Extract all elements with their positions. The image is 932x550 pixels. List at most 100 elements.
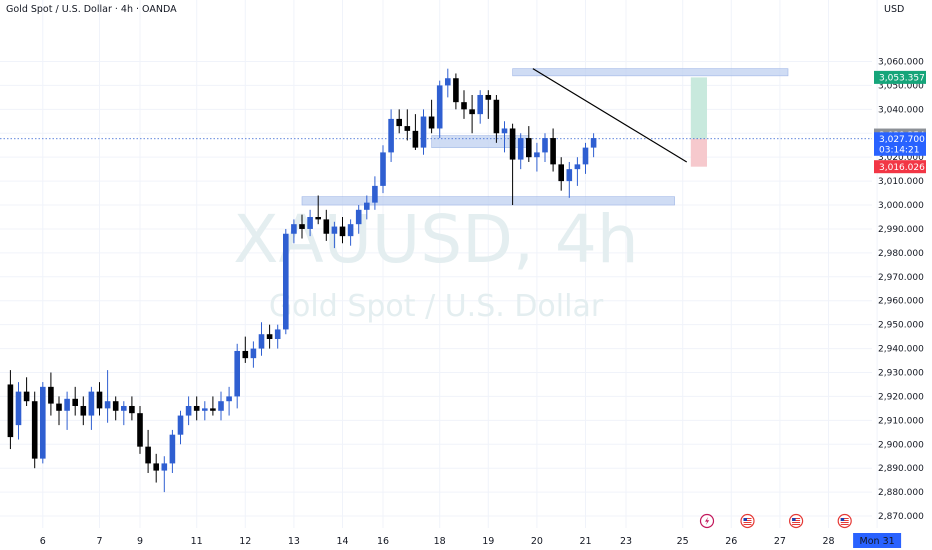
price-tags: 3,053.3573,029.2543,027.70003:14:213,016…: [874, 70, 926, 174]
price-tick-label: 2,950.000: [878, 321, 924, 331]
candle-body: [40, 386, 46, 459]
long-position-tool[interactable]: [690, 77, 707, 167]
time-tick-label: 28: [822, 536, 834, 547]
price-tag-label: 3,027.700: [879, 135, 925, 145]
candle-body: [177, 415, 184, 435]
zone-rect: [301, 196, 675, 206]
candle-body: [80, 405, 87, 416]
candle-body: [112, 401, 119, 411]
flag-canton: [792, 518, 796, 521]
target-zone: [690, 77, 707, 139]
candle-body: [412, 130, 419, 148]
candle-body: [542, 138, 548, 153]
candle-body: [153, 463, 159, 471]
watermark-name: Gold Spot / U.S. Dollar: [269, 289, 604, 324]
candle-body: [72, 398, 78, 406]
candle-body: [185, 405, 192, 416]
price-tag-bg: [874, 142, 926, 156]
flag-stripe: [840, 524, 849, 525]
candle-body: [193, 405, 200, 411]
candle-body: [534, 152, 540, 158]
candle-body: [104, 401, 111, 409]
trendline[interactable]: [532, 68, 688, 163]
candle-body: [202, 408, 208, 411]
flag-stripe: [840, 518, 849, 519]
flag-canton: [743, 518, 747, 521]
candle-body: [436, 85, 443, 129]
candle-body: [226, 396, 232, 402]
time-tick-label: 6: [40, 536, 46, 547]
us-flag-event-icon[interactable]: [837, 513, 852, 529]
candle-body: [218, 401, 224, 411]
candle-body: [145, 446, 151, 464]
price-tick-label: 2,930.000: [878, 368, 924, 378]
price-tick-label: 2,970.000: [878, 273, 924, 283]
candle-body: [501, 128, 508, 134]
price-tick-label: 2,900.000: [878, 440, 924, 450]
candle-body: [161, 463, 168, 471]
time-tick-label: 26: [725, 536, 737, 547]
time-tick-label: 21: [579, 536, 591, 547]
us-flag-event-icon[interactable]: [740, 513, 755, 529]
flag-stripe: [743, 524, 752, 525]
candle-body: [582, 147, 589, 165]
time-axis[interactable]: 6 7 9 11 12 13 14 16 18 19 20 21 23 25 26 27 28 Mon 31: [40, 533, 902, 548]
time-tick-label: 7: [96, 536, 102, 547]
time-tick-label: 25: [677, 536, 689, 547]
candle-body: [331, 226, 338, 234]
candle-body: [169, 434, 176, 464]
flag-stripe: [792, 522, 801, 523]
candle-body: [550, 138, 556, 165]
price-tag-label: 3,053.357: [879, 74, 925, 84]
price-tag-label: 3,016.026: [879, 163, 925, 173]
candle-body: [574, 164, 581, 170]
flag-stripe: [743, 522, 752, 523]
event-icons[interactable]: [699, 513, 852, 529]
candle-body: [453, 78, 459, 103]
price-tick-label: 2,940.000: [878, 345, 924, 355]
time-cursor-tag: [853, 533, 902, 548]
candle-body: [428, 116, 435, 129]
price-tick-label: 2,880.000: [878, 488, 924, 498]
price-tick-label: 3,060.000: [878, 57, 924, 67]
candle-body: [210, 408, 216, 411]
candle-body: [15, 391, 22, 426]
price-tick-label: 3,010.000: [878, 177, 924, 187]
candle-body: [477, 94, 483, 115]
time-tick-label: 19: [482, 536, 494, 547]
time-tick-label: 23: [620, 536, 632, 547]
price-tick-label: 3,040.000: [878, 105, 924, 115]
price-tick-label: 3,020.000: [878, 153, 924, 163]
candle-body: [31, 401, 38, 459]
us-flag-event-icon[interactable]: [788, 513, 804, 529]
price-axis[interactable]: 2,870.000 2,880.000 2,890.000 2,900.000 2,91…: [878, 57, 924, 522]
price-tick-label: 2,920.000: [878, 392, 924, 402]
price-tag-bg: [874, 70, 926, 84]
candle-body: [396, 118, 402, 127]
candle-body: [48, 386, 54, 404]
candle-body: [266, 334, 273, 340]
candle-body: [129, 405, 135, 414]
candle-body: [404, 126, 411, 131]
price-tick-label: 2,990.000: [878, 225, 924, 235]
time-tick-label: 14: [336, 536, 348, 547]
candle-body: [347, 224, 354, 237]
candle-body: [88, 391, 95, 416]
currency-label[interactable]: USD: [884, 4, 905, 15]
flag-stripe: [840, 520, 849, 521]
candle-body: [274, 329, 281, 340]
price-tag-bg: [874, 132, 926, 146]
candle-body: [96, 391, 103, 409]
candle-body: [469, 109, 475, 115]
candle-body: [526, 138, 532, 158]
candle-body: [420, 116, 427, 148]
candle-body: [121, 405, 127, 411]
zone-rect: [512, 68, 789, 77]
time-tick-label: 18: [434, 536, 446, 547]
lightning-event-icon[interactable]: [699, 513, 715, 529]
candle-body: [250, 348, 257, 359]
candlestick-series: [7, 68, 597, 493]
candle-body: [307, 216, 313, 229]
price-tick-label: 2,890.000: [878, 464, 924, 474]
